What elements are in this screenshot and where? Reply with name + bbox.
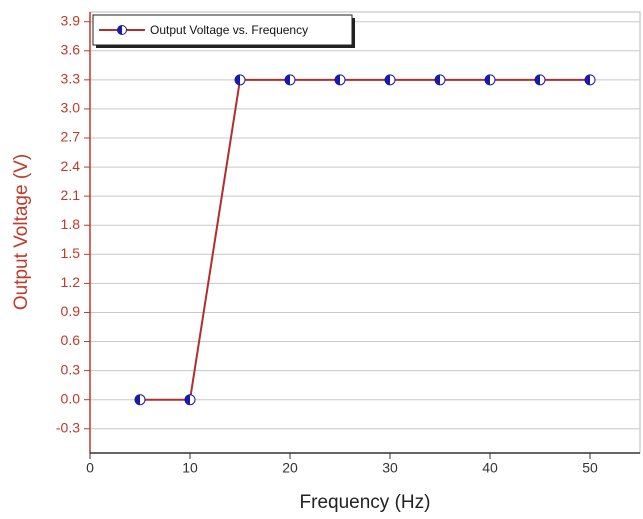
y-tick-label: 0.0: [61, 390, 81, 406]
data-point: [384, 74, 396, 86]
y-tick-label: 0.6: [61, 332, 81, 348]
x-tick-label: 50: [582, 460, 598, 476]
y-tick-label: 3.3: [61, 71, 81, 87]
y-tick-label: 2.7: [61, 129, 81, 145]
data-point: [434, 74, 446, 86]
marker-half: [117, 25, 122, 35]
plot-area: [89, 11, 641, 454]
data-point: [534, 74, 546, 86]
y-tick-label: 3.6: [61, 41, 81, 57]
x-tick-label: 30: [382, 460, 398, 476]
y-tick-label: -0.3: [56, 419, 80, 435]
y-tick-label: 0.9: [61, 303, 81, 319]
marker-half: [485, 74, 490, 85]
y-tick-label: 1.5: [61, 245, 81, 261]
y-tick-label: 0.3: [61, 361, 81, 377]
marker-half: [235, 74, 240, 85]
legend-label: Output Voltage vs. Frequency: [150, 23, 308, 37]
data-point: [334, 74, 346, 86]
data-point: [284, 74, 296, 86]
data-point: [584, 74, 596, 86]
y-tick-label: 1.8: [61, 216, 81, 232]
data-point: [234, 74, 246, 86]
x-tick-label: 0: [86, 460, 94, 476]
y-tick-label: 3.0: [61, 100, 81, 116]
marker-half: [585, 74, 590, 85]
marker-half: [185, 394, 190, 405]
data-point: [484, 74, 496, 86]
series-line: [140, 78, 590, 401]
y-tick-label: 1.2: [61, 274, 81, 290]
marker-half: [335, 74, 340, 85]
marker-half: [535, 74, 540, 85]
y-tick-label: 2.1: [61, 187, 81, 203]
marker-half: [285, 74, 290, 85]
data-point: [134, 394, 146, 406]
x-tick-label: 40: [482, 460, 498, 476]
marker-half: [385, 74, 390, 85]
y-tick-label: 3.9: [61, 12, 81, 28]
x-tick-label: 10: [182, 460, 198, 476]
x-tick-label: 20: [282, 460, 298, 476]
y-axis-label: Output Voltage (V): [11, 154, 32, 310]
y-tick-label: 2.4: [61, 158, 81, 174]
marker-half: [135, 394, 140, 405]
x-axis-label: Frequency (Hz): [300, 492, 431, 513]
legend-marker: [117, 25, 127, 35]
marker-half: [435, 74, 440, 85]
data-point: [184, 394, 196, 406]
